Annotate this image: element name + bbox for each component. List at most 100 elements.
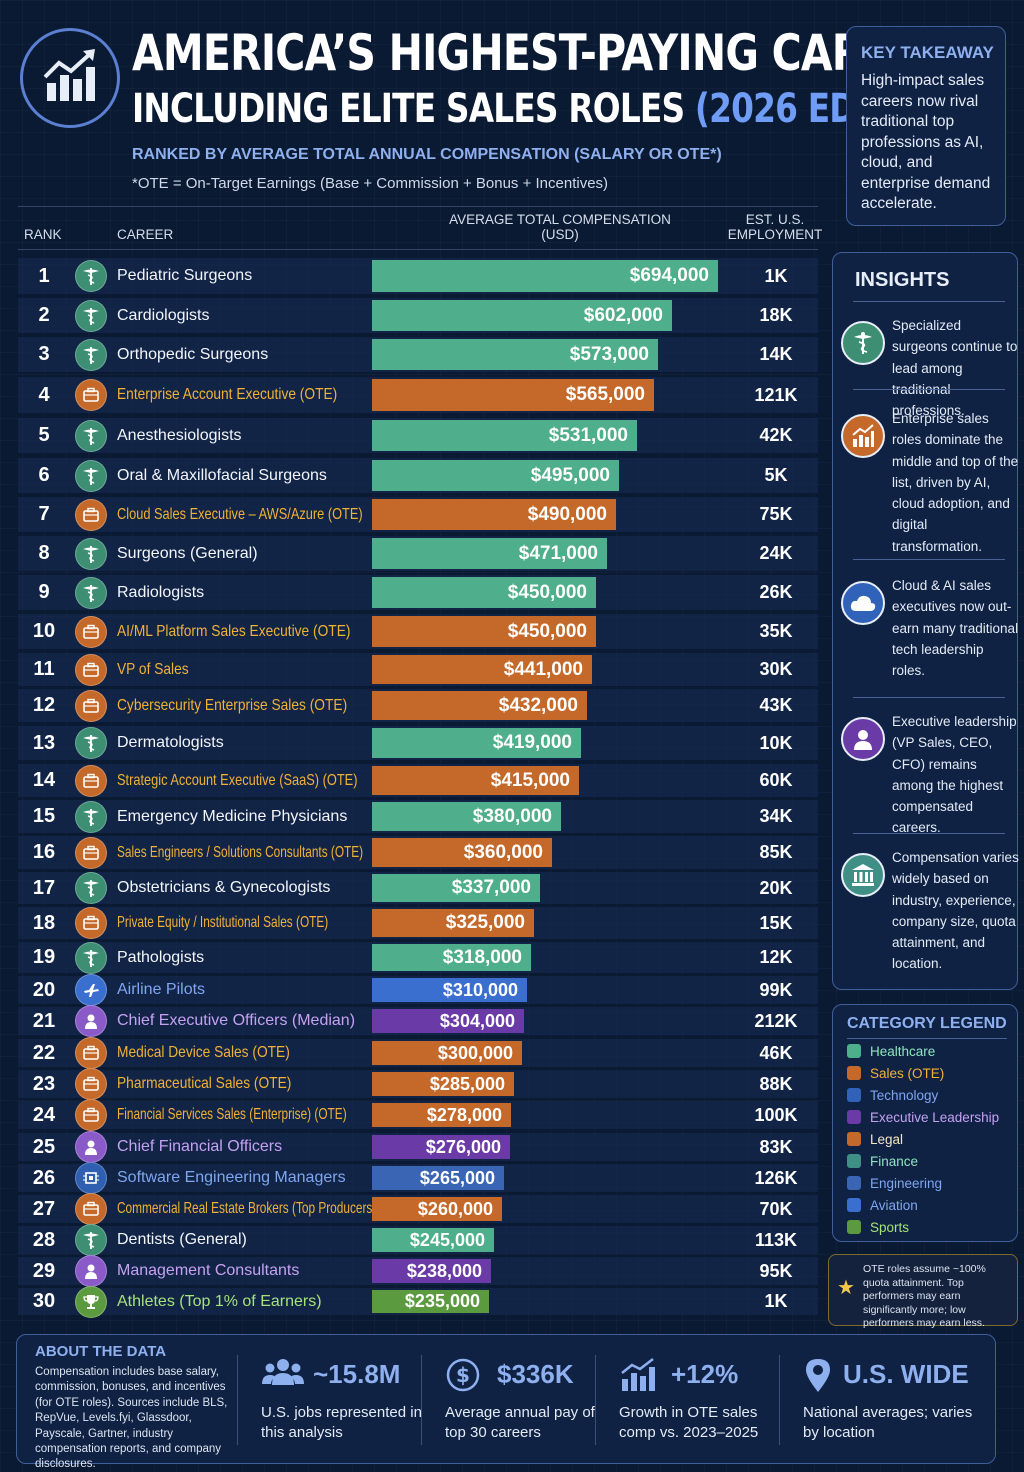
compensation-label: $245,000	[409, 1230, 485, 1250]
employment-value: 121K	[754, 385, 798, 405]
employment-value: 43K	[759, 695, 793, 715]
rank-number: 22	[32, 1042, 56, 1064]
table-row: 3 Orthopedic Surgeons $573,000 14K	[18, 337, 818, 372]
rank-number: 1	[38, 265, 50, 287]
career-name: Cloud Sales Executive – AWS/Azure (OTE)	[117, 506, 363, 523]
employment-value: 26K	[759, 582, 793, 602]
employment-value: 35K	[759, 621, 793, 641]
table-row: 8 Surgeons (General) $471,000 24K	[18, 536, 818, 571]
legend-item: Aviation	[847, 1195, 918, 1215]
compensation-bar: $419,000	[372, 728, 581, 758]
rank-number: 24	[32, 1104, 56, 1126]
table-row: 5 Anesthesiologists $531,000 42K	[18, 418, 818, 453]
rank-number: 17	[32, 877, 56, 899]
rank-number: 21	[32, 1010, 56, 1032]
header-comp: AVERAGE TOTAL COMPENSATION (USD)	[396, 212, 724, 242]
stat-value: $336K	[497, 1359, 574, 1389]
stat-label: National averages; varies by location	[803, 1404, 973, 1441]
compensation-bar: $318,000	[372, 944, 531, 971]
insight-text: Executive leadership (VP Sales, CEO, CFO…	[892, 714, 1017, 836]
trophy-icon	[75, 1285, 107, 1318]
employment-value: 95K	[759, 1261, 793, 1281]
person-icon	[75, 1131, 107, 1163]
career-name: Cardiologists	[117, 307, 210, 324]
compensation-bar: $415,000	[372, 766, 579, 795]
employment-value: 18K	[759, 305, 793, 325]
insight-text: Cloud & AI sales executives now out-earn…	[892, 578, 1019, 679]
category-legend: CATEGORY LEGEND Healthcare Sales (OTE) Tec…	[832, 1004, 1018, 1242]
briefcase-icon	[75, 498, 107, 531]
career-name: Private Equity / Institutional Sales (OT…	[117, 914, 329, 931]
legend-swatch	[847, 1176, 861, 1190]
rank-number: 11	[33, 658, 55, 680]
compensation-label: $415,000	[490, 770, 570, 791]
career-name: Sales Engineers / Solutions Consultants …	[117, 844, 364, 861]
header-emp-line1: EST. U.S.	[745, 212, 805, 227]
briefcase-icon	[75, 615, 107, 648]
compensation-label: $471,000	[518, 543, 598, 564]
insights-title: INSIGHTS	[855, 269, 950, 291]
legend-label: Engineering	[870, 1175, 943, 1191]
briefcase-icon	[75, 836, 107, 869]
table-row: 7 Cloud Sales Executive – AWS/Azure (OTE)…	[18, 497, 818, 532]
legend-title: CATEGORY LEGEND	[847, 1015, 1007, 1032]
employment-value: 12K	[759, 947, 793, 967]
stat-label: U.S. jobs represented in this analysis	[261, 1404, 422, 1441]
employment-value: 75K	[759, 504, 793, 524]
compensation-label: $573,000	[569, 344, 649, 365]
employment-value: 100K	[754, 1105, 798, 1125]
stat-value: ~15.8M	[313, 1359, 401, 1389]
compensation-bar: $495,000	[372, 460, 619, 491]
career-name: Pharmaceutical Sales (OTE)	[117, 1075, 292, 1092]
compensation-label: $565,000	[565, 384, 645, 405]
career-name: Management Consultants	[117, 1262, 300, 1279]
legend-label: Aviation	[870, 1197, 918, 1213]
caduceus-icon	[75, 338, 107, 371]
table-row: 14 Strategic Account Executive (SaaS) (OT…	[18, 764, 818, 797]
legend-item: Executive Leadership	[847, 1107, 999, 1127]
about-data-panel: ABOUT THE DATA Compensation includes bas…	[16, 1334, 996, 1470]
subtitle: RANKED BY AVERAGE TOTAL ANNUAL COMPENSAT…	[132, 146, 722, 163]
career-name: Orthopedic Surgeons	[117, 346, 269, 363]
compensation-bar: $573,000	[372, 339, 658, 370]
table-row: 25 Chief Financial Officers $276,000 83K	[18, 1131, 818, 1163]
compensation-label: $285,000	[429, 1074, 505, 1094]
caduceus-icon	[75, 537, 107, 570]
briefcase-icon	[75, 1099, 107, 1131]
rank-number: 29	[32, 1260, 56, 1282]
stat-growth: +12% Growth in OTE sales comp vs. 2023–2…	[619, 1353, 789, 1453]
key-takeaway-title: KEY TAKEAWAY	[861, 43, 994, 62]
legend-item: Healthcare	[847, 1041, 935, 1061]
employment-value: 20K	[759, 878, 793, 898]
career-name: Pathologists	[117, 949, 205, 966]
employment-value: 99K	[759, 980, 793, 1000]
briefcase-icon	[75, 764, 107, 797]
compensation-label: $235,000	[404, 1291, 480, 1311]
rank-number: 12	[32, 694, 56, 716]
employment-value: 5K	[764, 465, 788, 485]
compensation-bar: $325,000	[372, 909, 534, 937]
compensation-label: $450,000	[507, 582, 587, 603]
career-name: VP of Sales	[117, 661, 189, 678]
rank-number: 27	[32, 1198, 56, 1220]
rank-number: 4	[38, 384, 50, 406]
compensation-bar: $450,000	[372, 577, 596, 608]
rank-number: 14	[32, 769, 56, 791]
compensation-label: $419,000	[492, 732, 572, 753]
table-row: 11 VP of Sales $441,000 30K	[18, 653, 818, 686]
table-row: 23 Pharmaceutical Sales (OTE) $285,000 88K	[18, 1068, 818, 1100]
legend-label: Legal	[870, 1131, 904, 1147]
rank-number: 28	[32, 1229, 56, 1251]
career-name: Enterprise Account Executive (OTE)	[117, 386, 338, 403]
career-name: Medical Device Sales (OTE)	[117, 1044, 290, 1061]
caduceus-icon	[75, 459, 107, 492]
briefcase-icon	[75, 653, 107, 686]
table-row: 28 Dentists (General) $245,000 113K	[18, 1224, 818, 1256]
insights-divider	[853, 389, 1005, 390]
table-header: RANK CAREER AVERAGE TOTAL COMPENSATION (…	[18, 206, 822, 250]
compensation-label: $276,000	[425, 1137, 501, 1157]
briefcase-icon	[75, 907, 107, 939]
person-icon	[75, 1005, 107, 1037]
compensation-bar: $565,000	[372, 379, 654, 411]
divider	[779, 1355, 780, 1445]
